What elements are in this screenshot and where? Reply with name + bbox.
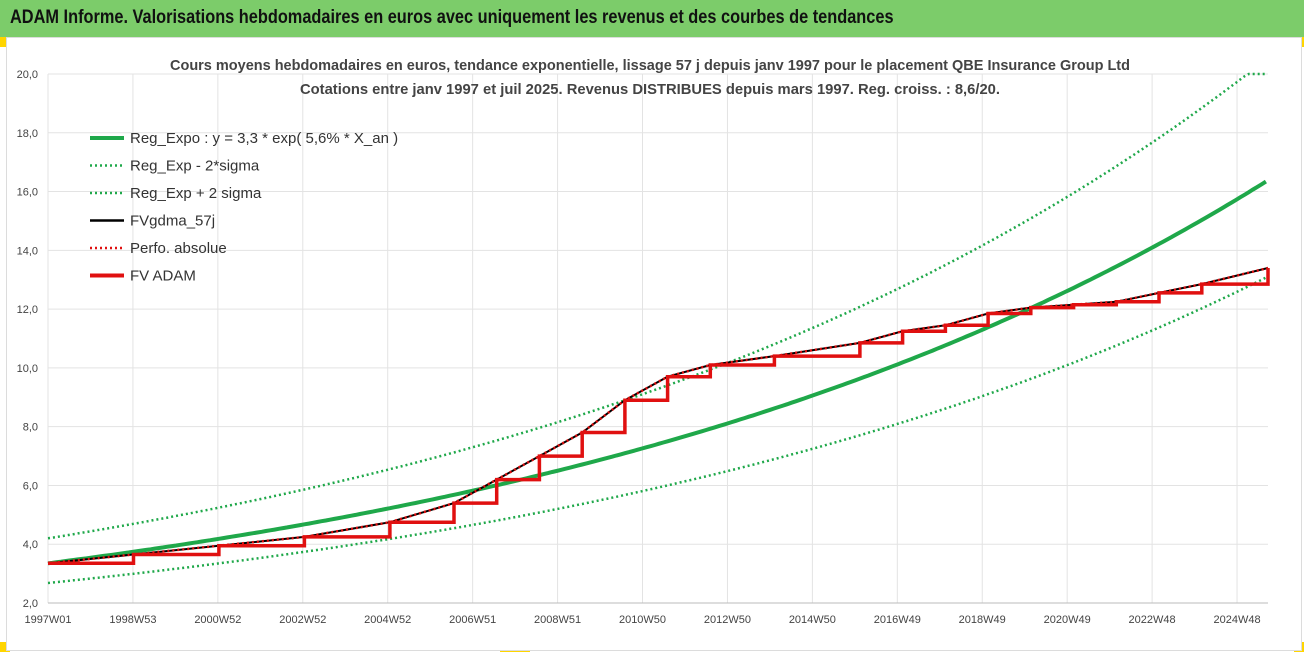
legend-label: FVgdma_57j — [130, 213, 215, 230]
corner-marker-top-left — [0, 37, 10, 47]
y-tick-label: 8,0 — [23, 422, 38, 434]
legend: Reg_Expo : y = 3,3 * exp( 5,6% * X_an ) R… — [90, 130, 398, 285]
x-tick-label: 2014W50 — [789, 614, 836, 626]
series-line-1 — [47, 276, 1267, 585]
y-tick-label: 6,0 — [23, 480, 38, 492]
x-tick-label: 2024W48 — [1213, 614, 1260, 626]
series-line-4 — [47, 266, 1269, 565]
x-tick-label: 2004W52 — [364, 614, 411, 626]
legend-label: Perfo. absolue — [130, 240, 227, 257]
series-line-3 — [47, 267, 1269, 565]
series-lines — [47, 72, 1270, 585]
x-tick-label: 1997W01 — [24, 614, 71, 626]
legend-label: FV ADAM — [130, 268, 196, 285]
corner-marker-bottom-left — [0, 642, 10, 652]
series-line-0 — [47, 179, 1267, 566]
series-line-5 — [48, 268, 1270, 566]
y-tick-label: 4,0 — [23, 539, 38, 551]
x-tick-label: 2006W51 — [449, 614, 496, 626]
y-tick-label: 20,0 — [17, 69, 38, 81]
chart-title-line2: Cotations entre janv 1997 et juil 2025. … — [300, 81, 1000, 98]
chart-title-line1: Cours moyens hebdomadaires en euros, ten… — [170, 57, 1130, 74]
y-tick-label: 2,0 — [23, 598, 38, 610]
series-line-2 — [47, 72, 1266, 540]
page-title: ADAM Informe. Valorisations hebdomadaire… — [10, 7, 894, 28]
chart-panel — [6, 37, 1302, 651]
x-tick-label: 2000W52 — [194, 614, 241, 626]
x-tick-label: 2018W49 — [959, 614, 1006, 626]
y-tick-label: 16,0 — [17, 187, 38, 199]
y-tick-label: 18,0 — [17, 128, 38, 140]
header-bar: ADAM Informe. Valorisations hebdomadaire… — [0, 0, 1304, 37]
gridlines — [47, 73, 1268, 604]
legend-label: Reg_Exp + 2 sigma — [130, 185, 262, 202]
legend-label: Reg_Exp - 2*sigma — [130, 158, 260, 175]
y-tick-label: 14,0 — [17, 245, 38, 257]
x-tick-label: 2020W49 — [1044, 614, 1091, 626]
x-tick-label: 2022W48 — [1129, 614, 1176, 626]
legend-label: Reg_Expo : y = 3,3 * exp( 5,6% * X_an ) — [130, 130, 398, 147]
y-tick-label: 12,0 — [17, 304, 38, 316]
x-tick-label: 1998W53 — [109, 614, 156, 626]
axes: 2,0 4,0 6,0 8,0 10,0 12,0 14,0 16,0 18,0 20,0 1997… — [17, 69, 1268, 626]
x-tick-label: 2002W52 — [279, 614, 326, 626]
x-tick-label: 2016W49 — [874, 614, 921, 626]
x-tick-label: 2008W51 — [534, 614, 581, 626]
x-tick-label: 2012W50 — [704, 614, 751, 626]
x-tick-label: 2010W50 — [619, 614, 666, 626]
y-tick-label: 10,0 — [17, 363, 38, 375]
